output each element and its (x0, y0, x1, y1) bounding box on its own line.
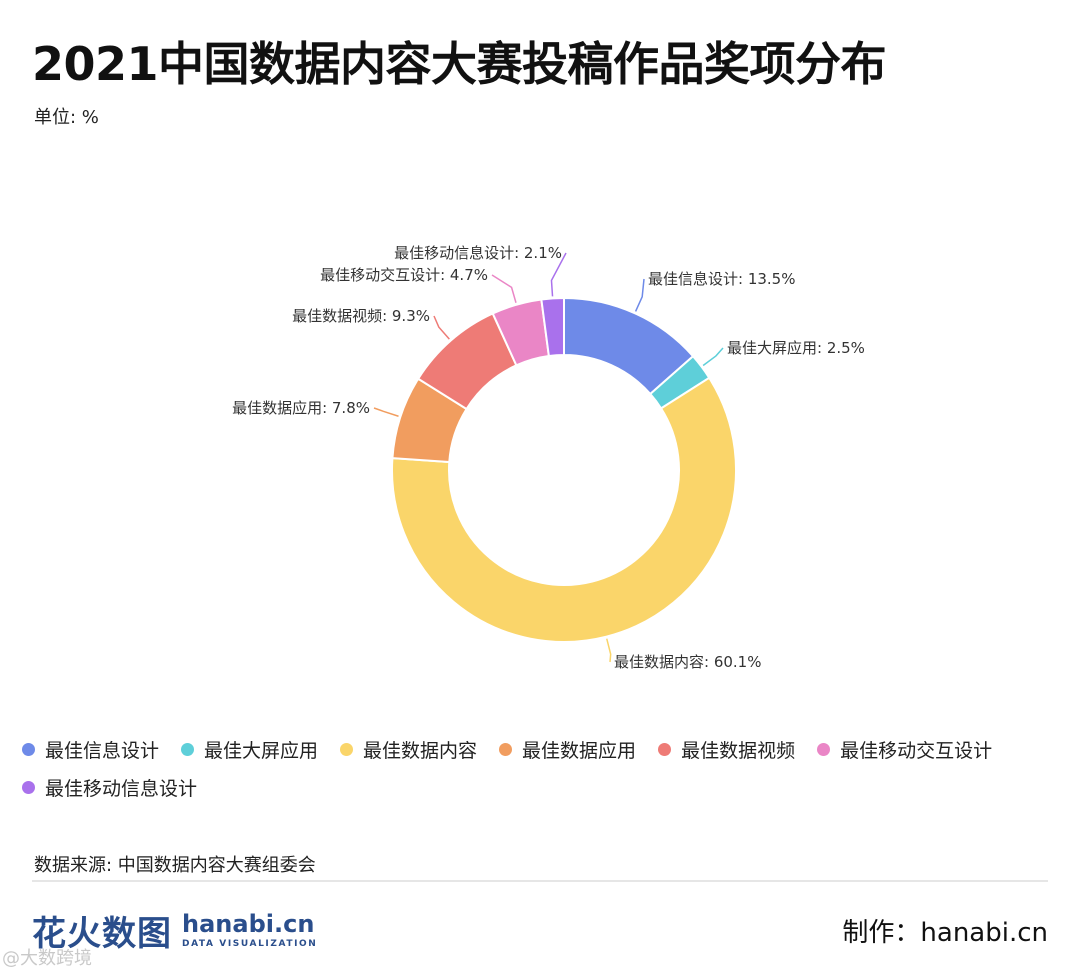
donut-slice (391, 376, 737, 643)
slice-label-text: 最佳信息设计: 13.5% (648, 270, 796, 288)
slice-label-text: 最佳移动交互设计: 4.7% (320, 266, 488, 284)
slice-label: 最佳移动交互设计: 4.7% (320, 266, 488, 284)
chart-legend: 最佳信息设计 最佳大屏应用 最佳数据内容 最佳数据应用 最佳数据视频 最佳移动交互设计最佳… (22, 735, 1078, 801)
hanabi-logo: 花火数图 hanabi.cn DATA VISUALIZATION (32, 906, 317, 955)
leader-line (634, 278, 645, 312)
leader-line (491, 274, 517, 303)
slice-label: 最佳移动信息设计: 2.1% (394, 244, 562, 262)
legend-label: 最佳移动交互设计 (840, 739, 993, 762)
slice-label: 最佳大屏应用: 2.5% (727, 339, 865, 357)
credit-text: 制作：hanabi.cn (842, 918, 1048, 948)
slice-label: 最佳信息设计: 13.5% (648, 270, 796, 288)
leader-line (550, 252, 567, 297)
legend-item: 最佳数据应用 (499, 735, 636, 763)
leader-line (606, 638, 612, 663)
legend-item: 最佳数据内容 (340, 735, 477, 763)
corner-watermark: @大数跨境 (2, 948, 92, 969)
legend-label: 最佳信息设计 (45, 739, 160, 762)
legend-label: 最佳大屏应用 (204, 739, 319, 762)
legend-dot-icon (340, 742, 354, 756)
legend-dot-icon (499, 742, 513, 756)
leader-line (702, 347, 724, 367)
legend-label: 最佳移动信息设计 (45, 777, 198, 800)
slice-label: 最佳数据应用: 7.8% (232, 399, 370, 417)
legend-item: 最佳数据视频 (658, 735, 795, 763)
legend-dot-icon (658, 742, 672, 756)
slice-label-text: 最佳移动信息设计: 2.1% (394, 244, 562, 262)
legend-label: 最佳数据应用 (522, 739, 637, 762)
unit-label: 单位: % (34, 107, 99, 128)
slice-label-text: 最佳大屏应用: 2.5% (727, 339, 865, 357)
legend-dot-icon (22, 780, 35, 794)
legend-dot-icon (22, 742, 35, 756)
legend-item: 最佳移动信息设计 (22, 773, 197, 801)
logo-subtitle: DATA VISUALIZATION (182, 939, 318, 949)
data-source: 数据来源: 中国数据内容大赛组委会 (34, 855, 316, 876)
legend-item: 最佳信息设计 (22, 735, 159, 763)
legend-label: 最佳数据视频 (681, 739, 796, 762)
logo-english-text: hanabi.cn (182, 910, 315, 938)
logo-chinese-text: 花火数图 (32, 914, 172, 954)
legend-item: 最佳移动交互设计 (817, 735, 992, 763)
legend-label: 最佳数据内容 (363, 739, 478, 762)
slice-label: 最佳数据视频: 9.3% (292, 307, 430, 325)
legend-dot-icon (817, 742, 831, 756)
slice-label-text: 最佳数据视频: 9.3% (292, 307, 430, 325)
legend-item: 最佳大屏应用 (181, 735, 318, 763)
legend-dot-icon (181, 742, 195, 756)
slice-label: 最佳数据内容: 60.1% (614, 653, 762, 671)
leader-line (433, 315, 450, 340)
page-title: 2021中国数据内容大赛投稿作品奖项分布 (32, 37, 887, 91)
donut-chart: 最佳信息设计: 13.5% 最佳大屏应用: 2.5% 最佳数据内容: 60.1% 最佳… (232, 244, 865, 671)
slice-label-text: 最佳数据内容: 60.1% (614, 653, 762, 671)
footer-divider (32, 880, 1048, 882)
slice-label-text: 最佳数据应用: 7.8% (232, 399, 370, 417)
leader-line (373, 407, 399, 417)
donut-slice (540, 296, 565, 358)
